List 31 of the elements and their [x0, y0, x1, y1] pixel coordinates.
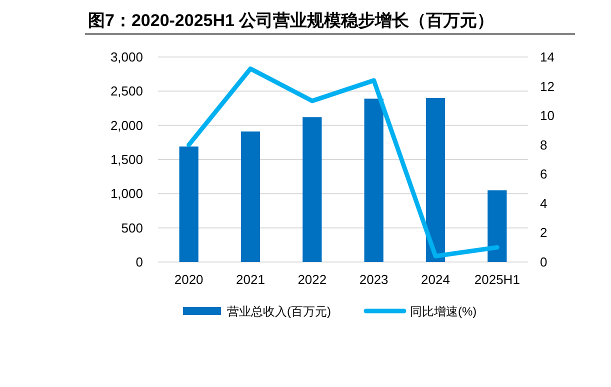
x-tick-label: 2022 [298, 272, 327, 287]
y-tick-label: 500 [121, 220, 143, 236]
legend-label: 营业总收入(百万元) [227, 304, 331, 318]
y2-tick-label: 2 [540, 225, 548, 240]
y2-tick-label: 10 [540, 108, 554, 124]
y2-tick-label: 4 [540, 196, 548, 211]
x-tick-label: 2020 [174, 272, 204, 287]
y-tick-label: 0 [136, 254, 143, 270]
bar [179, 146, 198, 262]
y-tick-label: 1,000 [110, 186, 143, 202]
bar [364, 98, 384, 262]
line-series [186, 66, 500, 258]
y-tick-label: 3,000 [110, 50, 143, 64]
x-tick-label: 2025H1 [474, 272, 520, 287]
y2-tick-label: 6 [540, 166, 548, 182]
bar [240, 131, 260, 262]
y-tick-label: 2,000 [110, 118, 143, 133]
x-tick-label: 2024 [421, 272, 450, 287]
y-tick-label: 2,500 [110, 84, 143, 99]
legend-label: 同比增速(%) [410, 304, 477, 318]
bar [488, 190, 507, 262]
x-tick-label: 2023 [359, 272, 388, 287]
bar [302, 117, 322, 262]
chart-title: 图7：2020-2025H1 公司营业规模稳步增长（百万元） [88, 11, 494, 30]
y-tick-label: 1,500 [110, 152, 143, 167]
bar [426, 98, 446, 262]
x-tick-label: 2021 [236, 272, 265, 287]
y2-tick-label: 0 [540, 254, 548, 270]
y2-tick-label: 8 [540, 137, 548, 152]
y2-tick-label: 12 [540, 78, 554, 94]
y2-tick-label: 14 [540, 50, 554, 64]
